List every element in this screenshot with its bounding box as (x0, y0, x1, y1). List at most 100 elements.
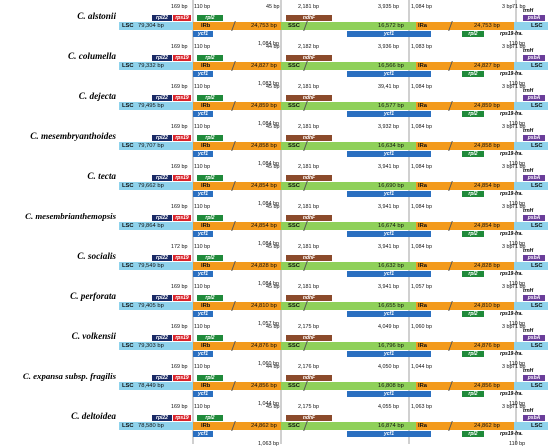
ssc-region (281, 382, 416, 390)
lsc-region-right (514, 22, 548, 30)
lsc-region (119, 262, 193, 270)
bp-ycf1-irb: 1,084 bp (258, 201, 279, 207)
irb-length: 24,828 bp (251, 262, 277, 269)
ssc-label: SSC (288, 222, 300, 229)
lsc-region (119, 142, 193, 150)
ira-label: IRa (418, 222, 428, 229)
gene-ndhf: ndhF (286, 55, 332, 61)
lsc-right-label: LSC (531, 22, 543, 29)
gene-rps19-fragment: rps19-fra. (500, 311, 523, 317)
gene-rpl2: rpl2 (197, 55, 223, 61)
bp-psba-gap: 3 bp (502, 44, 513, 50)
gene-psba: psbA (523, 335, 545, 341)
gene-ycf1: ycf1 (347, 191, 431, 197)
ira-region (416, 262, 514, 270)
lsc-region-right (514, 302, 548, 310)
gene-trnh: trnH (523, 248, 534, 254)
bp-rps19-irb: 110 bp (194, 84, 211, 90)
lsc-region (119, 222, 193, 230)
gene-rps19-fragment: rps19-fra. (500, 391, 523, 397)
ssc-region (281, 342, 416, 350)
ira-label: IRa (418, 422, 428, 429)
lsc-region-right (514, 342, 548, 350)
bp-ndhf-irb: 45 bp (266, 244, 280, 250)
lsc-label: LSC (122, 102, 134, 109)
gene-rpl2: rpl2 (197, 375, 223, 381)
ira-label: IRa (418, 182, 428, 189)
gene-trnh: trnH (523, 408, 534, 414)
bp-ndhf-irb: 45 bp (266, 4, 280, 10)
ssc-length: 16,572 bp (378, 22, 404, 29)
species-name: C. volkensii (71, 331, 116, 341)
gene-rpl22: rpl22 (152, 375, 172, 381)
gene-rpl2: rpl2 (197, 15, 223, 21)
bp-ndhf-irb: 45 bp (266, 84, 280, 90)
bp-rps19-irb: 110 bp (194, 324, 211, 330)
ssc-label: SSC (288, 302, 300, 309)
gene-rps19-fragment: rps19-fra. (500, 431, 523, 437)
bp-ycf1-ssc: 3,935 bp (378, 4, 399, 10)
gene-psba: psbA (523, 95, 545, 101)
species-name: C. columella (68, 51, 116, 61)
gene-rpl2: rpl2 (197, 215, 223, 221)
ira-length: 24,854 bp (474, 182, 500, 189)
bp-ndhf-ssc: 2,181 bp (298, 124, 319, 130)
bp-ndhf-ssc: 2,181 bp (298, 164, 319, 170)
gene-rps19-fragment: rps19-fra. (500, 231, 523, 237)
bp-rps19-irb: 110 bp (194, 244, 211, 250)
bp-trnh-gap: 71 bp (512, 44, 526, 50)
gene-ycf1: ycf1 (347, 71, 431, 77)
bp-psba-gap: 3 bp (502, 284, 513, 290)
lsc-label: LSC (122, 302, 134, 309)
gene-rpl2-ira: rpl2 (462, 191, 484, 197)
lsc-right-label: LSC (531, 142, 543, 149)
gene-psba: psbA (523, 415, 545, 421)
gene-rpl22: rpl22 (152, 55, 172, 61)
bp-psba-gap: 3 bp (502, 124, 513, 130)
gene-psba: psbA (523, 255, 545, 261)
ssc-length: 16,874 bp (378, 422, 404, 429)
bp-ycf1-ssc: 4,049 bp (378, 324, 399, 330)
irb-length: 24,753 bp (251, 22, 277, 29)
bp-rps19-lsc: 169 bp (171, 204, 188, 210)
gene-rps19-fragment: rps19-fra. (500, 31, 523, 37)
bp-ndhf-ssc: 2,181 bp (298, 84, 319, 90)
gene-rpl2: rpl2 (197, 255, 223, 261)
irb-label: IRb (201, 302, 211, 309)
irb-label: IRb (201, 142, 211, 149)
irb-region (193, 342, 281, 350)
gene-rpl2: rpl2 (197, 135, 223, 141)
gene-ndhf: ndhF (286, 95, 332, 101)
bp-rps19-lsc: 169 bp (171, 284, 188, 290)
gene-rpl22: rpl22 (152, 415, 172, 421)
irb-region (193, 262, 281, 270)
bp-ycf1-irb: 1,083 bp (258, 81, 279, 87)
gene-ycf1-fragment: ycf1 (193, 151, 213, 157)
gene-ycf1-fragment: ycf1 (193, 31, 213, 37)
gene-rpl2-ira: rpl2 (462, 391, 484, 397)
bp-ycf1-ira: 1,084 bp (411, 204, 432, 210)
ssc-region (281, 422, 416, 430)
bp-trnh-gap: 71 bp (512, 404, 526, 410)
bp-rps19-irb: 110 bp (194, 364, 211, 370)
irb-label: IRb (201, 222, 211, 229)
ssc-label: SSC (288, 62, 300, 69)
gene-rpl2-ira: rpl2 (462, 231, 484, 237)
bp-ycf1-ssc: 4,050 bp (378, 364, 399, 370)
ira-region (416, 62, 514, 70)
gene-rpl2: rpl2 (197, 175, 223, 181)
gene-ycf1-fragment: ycf1 (193, 191, 213, 197)
lsc-length: 78,580 bp (138, 422, 164, 429)
gene-ndhf: ndhF (286, 135, 332, 141)
gene-ycf1-fragment: ycf1 (193, 111, 213, 117)
bp-rps19-irb: 110 bp (194, 404, 211, 410)
bp-ndhf-irb: 44 bp (266, 364, 280, 370)
lsc-length: 79,332 bp (138, 62, 164, 69)
ssc-region (281, 182, 416, 190)
bp-rps19-irb: 110 bp (194, 44, 211, 50)
gene-ycf1: ycf1 (347, 351, 431, 357)
gene-rpl22: rpl22 (152, 135, 172, 141)
ira-label: IRa (418, 142, 428, 149)
species-name: C. expansa subsp. fragilis (22, 371, 116, 381)
bp-ndhf-ssc: 2,181 bp (298, 4, 319, 10)
